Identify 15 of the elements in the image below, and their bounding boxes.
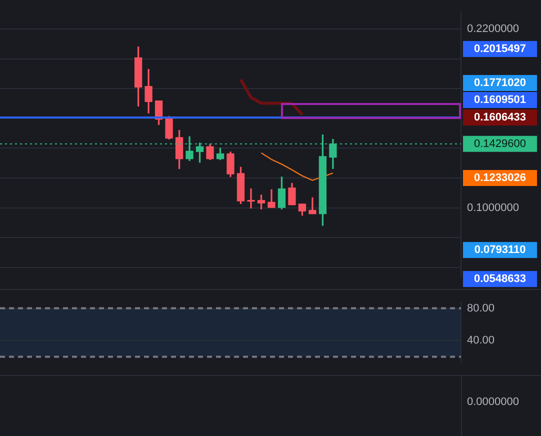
text: 0.2015497 [474,43,526,56]
text: 0.0000000 [467,396,519,408]
y-tick-label: 40.00 [467,334,495,347]
y-tick-label: 0.1000000 [467,202,519,214]
text: 0.1233026 [474,172,526,184]
text: 0.0548633 [474,273,526,286]
text: 0.1771020 [474,77,526,90]
text: 0.0793110 [474,244,526,256]
candlestick [308,197,316,214]
text: 0.1609501 [474,94,526,106]
y-tick-label: 0.2200000 [467,23,519,36]
ref-line-label: 0.1606433 [474,111,526,124]
candlestick [247,188,255,208]
ref-line-label: 0.1429600 [474,138,526,150]
y-tick-label: 80.00 [467,302,495,314]
